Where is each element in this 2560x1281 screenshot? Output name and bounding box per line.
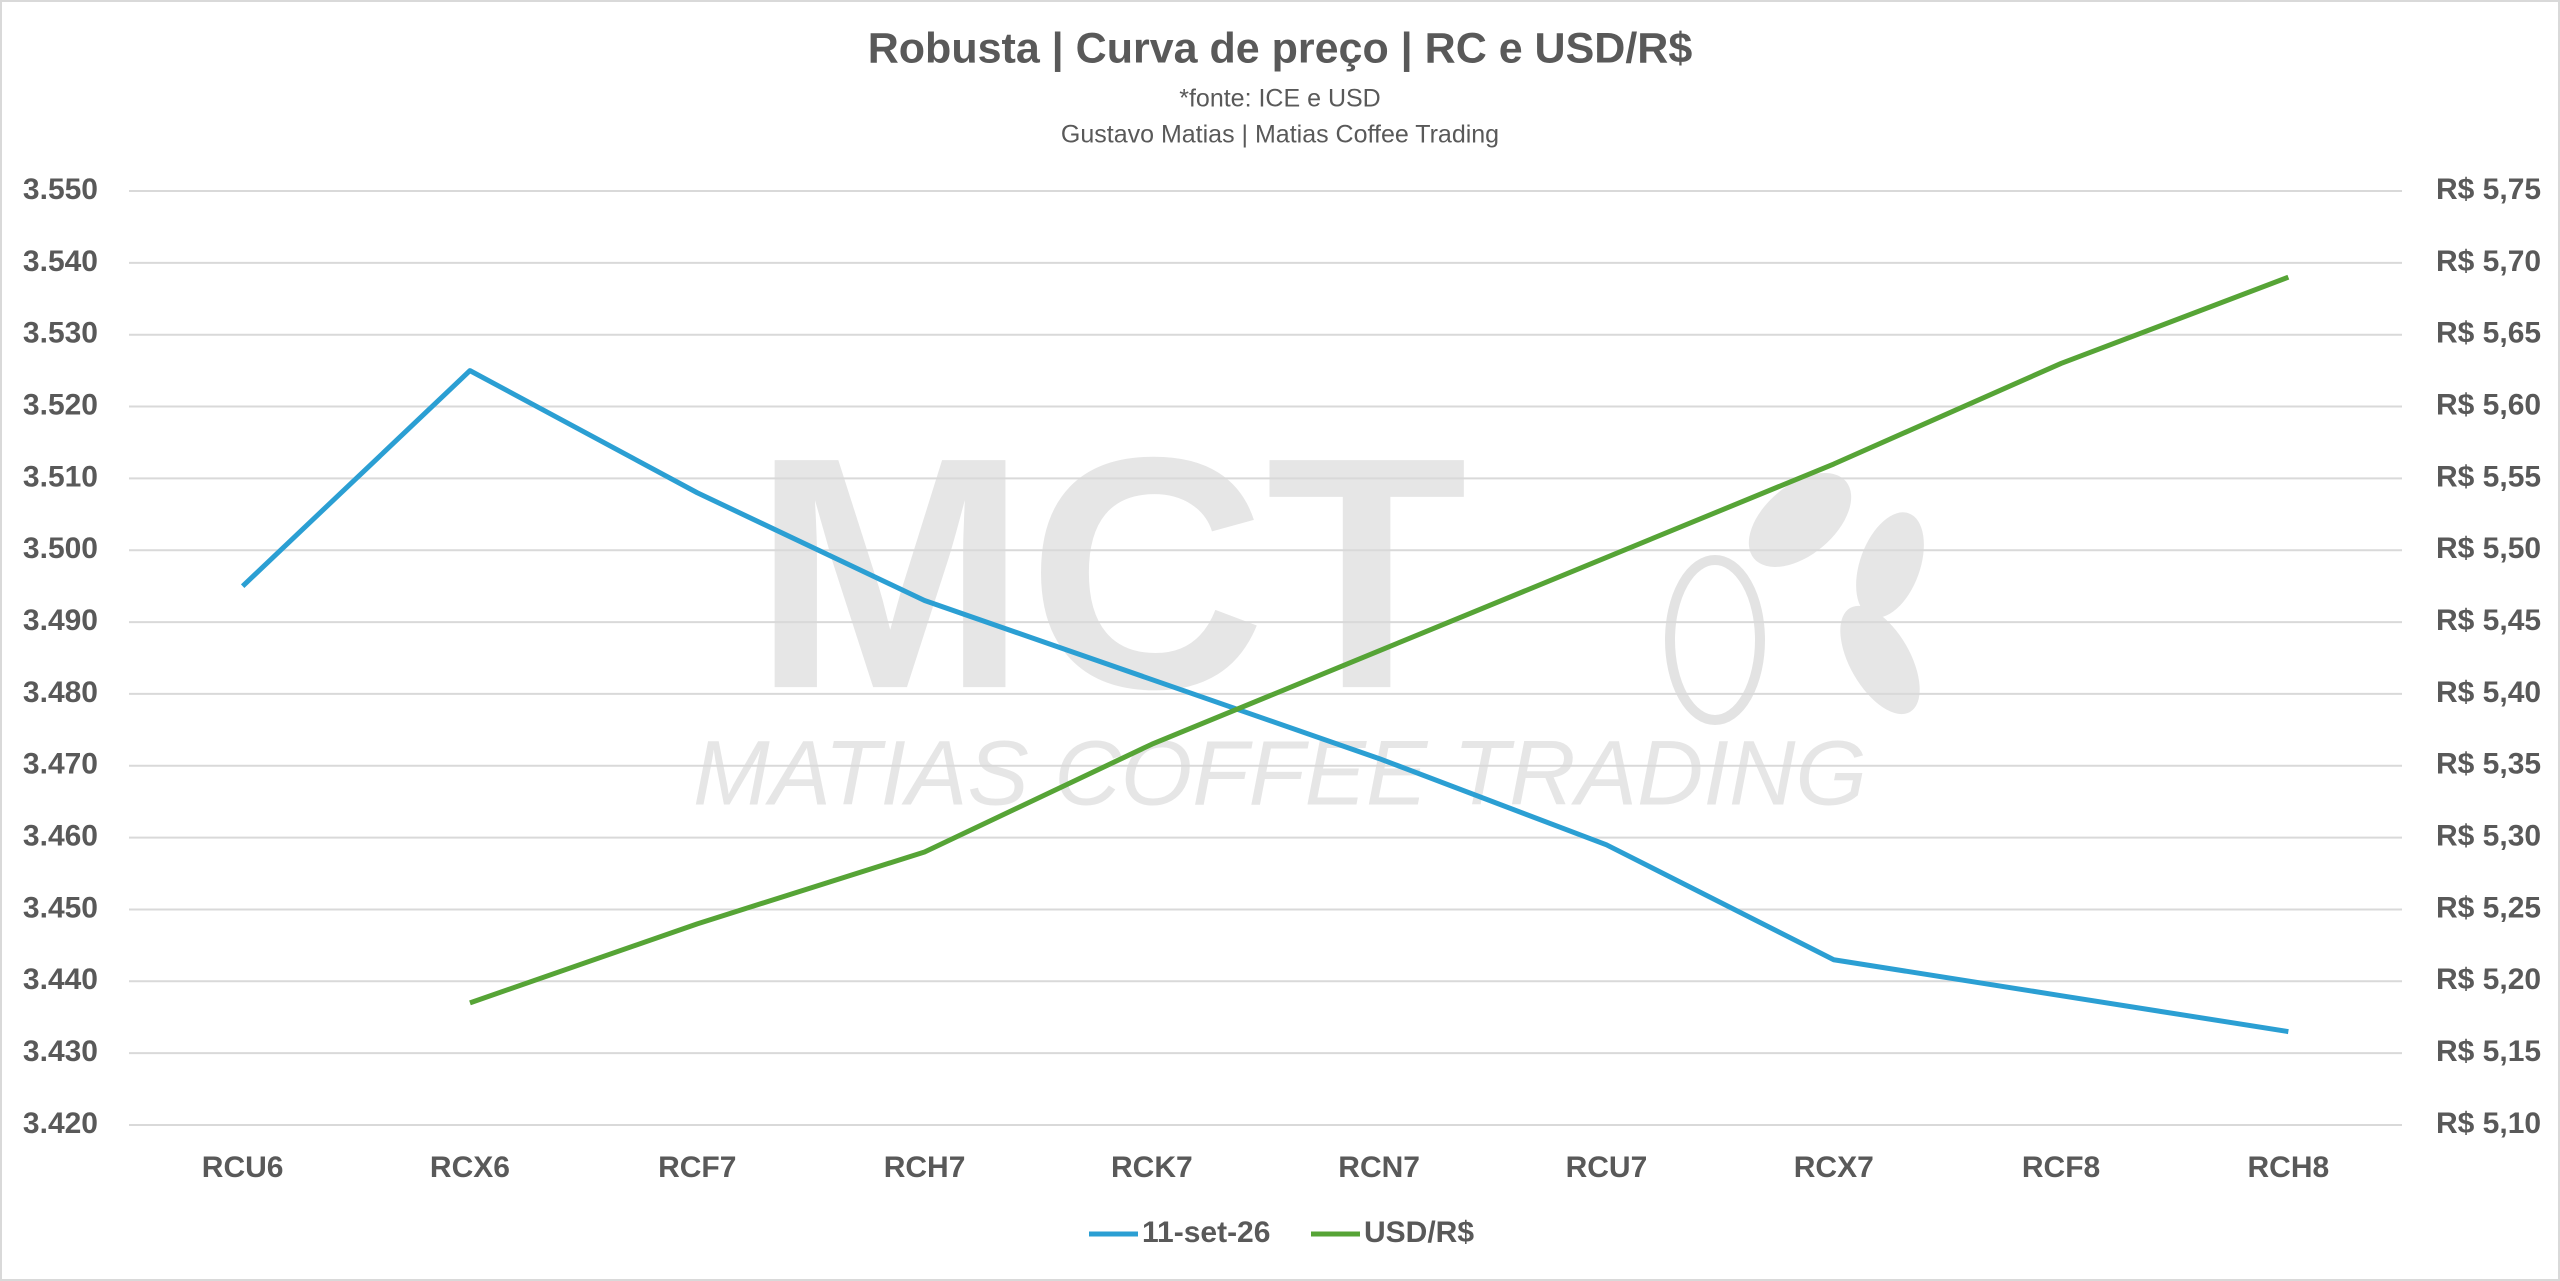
- y-tick-label: 3.440: [23, 963, 98, 996]
- y2-tick-label: R$ 5,35: [2436, 748, 2541, 781]
- chart-subtitle: Gustavo Matias | Matias Coffee Trading: [1061, 121, 1499, 149]
- y-tick-label: 3.520: [23, 388, 98, 421]
- legend-label: USD/R$: [1364, 1216, 1474, 1249]
- watermark-bean: [1840, 605, 1920, 715]
- chart-subtitle: *fonte: ICE e USD: [1179, 85, 1380, 113]
- watermark-bean: [1748, 473, 1852, 567]
- x-tick-label: RCU7: [1566, 1151, 1648, 1184]
- y2-tick-label: R$ 5,75: [2436, 173, 2541, 206]
- y-tick-label: 3.430: [23, 1035, 98, 1068]
- y2-tick-label: R$ 5,30: [2436, 820, 2541, 853]
- series-line: [240, 368, 2289, 1035]
- y2-tick-label: R$ 5,10: [2436, 1107, 2541, 1140]
- chart-title: Robusta | Curva de preço | RC e USD/R$: [868, 24, 1693, 72]
- y2-tick-label: R$ 5,45: [2436, 604, 2541, 637]
- x-tick-label: RCU6: [202, 1151, 284, 1184]
- x-tick-label: RCF7: [658, 1151, 736, 1184]
- y-tick-label: 3.470: [23, 748, 98, 781]
- y2-tick-label: R$ 5,40: [2436, 676, 2541, 709]
- watermark: MCT MATIAS COFFEE TRADING: [693, 388, 1924, 824]
- x-tick-label: RCH7: [884, 1151, 966, 1184]
- y2-tick-label: R$ 5,15: [2436, 1035, 2541, 1068]
- x-tick-label: RCF8: [2022, 1151, 2100, 1184]
- x-tick-label: RCK7: [1111, 1151, 1193, 1184]
- y2-tick-label: R$ 5,50: [2436, 532, 2541, 565]
- y-tick-label: 3.420: [23, 1107, 98, 1140]
- series-line: [469, 274, 2290, 1006]
- y-tick-label: 3.540: [23, 245, 98, 278]
- y2-tick-label: R$ 5,60: [2436, 388, 2541, 421]
- y-tick-label: 3.550: [23, 173, 98, 206]
- x-tick-label: RCX6: [430, 1151, 510, 1184]
- y-tick-label: 3.450: [23, 891, 98, 924]
- legend-label: 11-set-26: [1142, 1216, 1270, 1249]
- y-tick-label: 3.500: [23, 532, 98, 565]
- watermark-bean: [1665, 555, 1765, 725]
- y2-tick-label: R$ 5,25: [2436, 891, 2541, 924]
- y-tick-label: 3.490: [23, 604, 98, 637]
- y2-tick-label: R$ 5,65: [2436, 317, 2541, 350]
- y2-tick-label: R$ 5,55: [2436, 460, 2541, 493]
- x-tick-label: RCH8: [2248, 1151, 2330, 1184]
- x-tick-label: RCN7: [1338, 1151, 1420, 1184]
- y-tick-label: 3.530: [23, 317, 98, 350]
- x-tick-label: RCX7: [1794, 1151, 1874, 1184]
- watermark-logo: MCT: [753, 388, 1468, 757]
- watermark-text: MATIAS COFFEE TRADING: [693, 722, 1867, 824]
- y2-tick-label: R$ 5,70: [2436, 245, 2541, 278]
- y-tick-label: 3.460: [23, 820, 98, 853]
- y-tick-label: 3.510: [23, 460, 98, 493]
- watermark-bean: [1856, 512, 1924, 618]
- y-tick-label: 3.480: [23, 676, 98, 709]
- y2-tick-label: R$ 5,20: [2436, 963, 2541, 996]
